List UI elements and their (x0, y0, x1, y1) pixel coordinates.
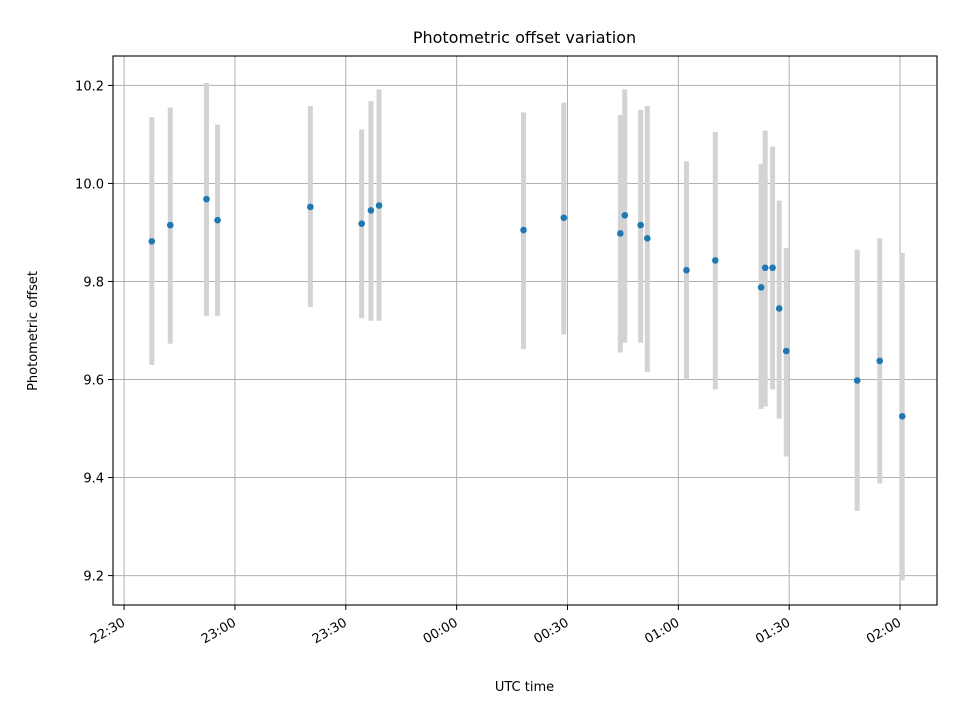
data-points (148, 195, 906, 420)
data-point (520, 226, 527, 234)
data-point (637, 221, 644, 229)
data-point (761, 264, 769, 272)
data-point (148, 237, 156, 245)
data-point (782, 347, 790, 355)
data-point (757, 284, 765, 291)
x-tick-label: 00:00 (421, 615, 461, 647)
data-point (683, 266, 690, 274)
x-tick-label: 22:30 (88, 615, 128, 647)
data-point (617, 230, 624, 237)
x-tick-label: 23:00 (199, 615, 239, 647)
y-tick-label: 10.2 (75, 79, 104, 94)
y-tick-label: 9.8 (83, 275, 104, 290)
data-point (307, 203, 314, 211)
x-tick-label: 23:30 (310, 615, 350, 647)
x-tick-label: 01:00 (642, 615, 682, 647)
x-axis-label: UTC time (495, 680, 554, 695)
y-tick-label: 10.0 (75, 177, 104, 192)
data-point (214, 216, 221, 224)
data-point (711, 257, 719, 264)
y-axis-label: Photometric offset (26, 271, 41, 391)
data-point (358, 220, 365, 227)
x-tick-label: 02:00 (864, 615, 904, 647)
chart-title: Photometric offset variation (413, 28, 636, 47)
data-point (644, 235, 651, 242)
data-point (876, 357, 884, 365)
x-tick-label: 00:30 (532, 615, 572, 647)
data-point (853, 377, 861, 384)
data-point (898, 412, 906, 420)
data-point (166, 221, 174, 229)
data-point (375, 202, 383, 209)
plot-frame (112, 55, 938, 606)
data-point (775, 305, 783, 312)
y-tick-label: 9.6 (83, 374, 104, 389)
y-axis: 9.2 9.4 9.6 9.8 10.0 10.2 (75, 79, 113, 585)
data-point (203, 195, 210, 203)
data-point (560, 214, 568, 222)
x-axis: 22:30 23:00 23:30 00:00 00:30 01:00 01:30 02:00 (88, 605, 904, 647)
y-tick-label: 9.4 (83, 472, 104, 487)
data-point (621, 212, 629, 219)
x-tick-label: 01:30 (753, 615, 793, 647)
y-tick-label: 9.2 (83, 570, 104, 585)
data-point (367, 207, 375, 214)
data-point (769, 264, 776, 272)
